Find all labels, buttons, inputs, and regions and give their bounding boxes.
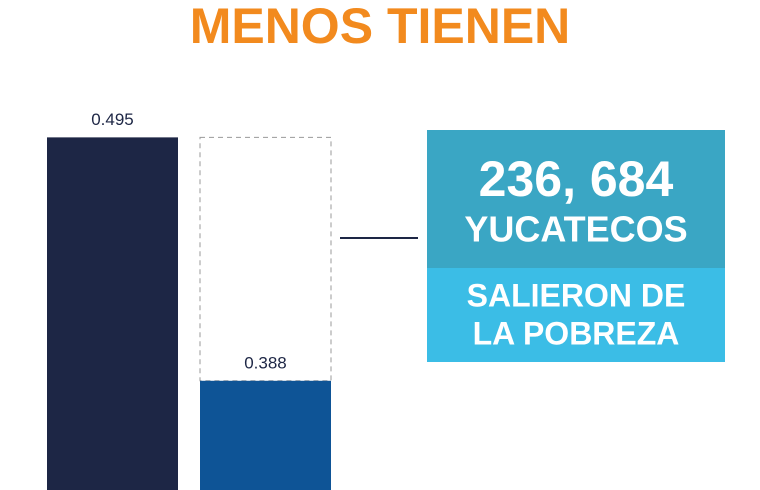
callout-text: SALIERON DE xyxy=(467,277,686,313)
bar xyxy=(200,380,331,490)
reference-outline xyxy=(199,136,332,382)
callout-text: LA POBREZA xyxy=(473,315,680,351)
callout-top xyxy=(427,130,725,268)
value-label: 0.495 xyxy=(91,110,134,129)
callout-bottom xyxy=(427,268,725,362)
chart-title: MENOS TIENEN xyxy=(190,0,571,54)
value-label: 0.388 xyxy=(244,353,287,372)
callout-number: 236, 684 xyxy=(479,151,674,207)
callout-text: YUCATECOS xyxy=(464,209,687,250)
bar xyxy=(47,137,178,490)
